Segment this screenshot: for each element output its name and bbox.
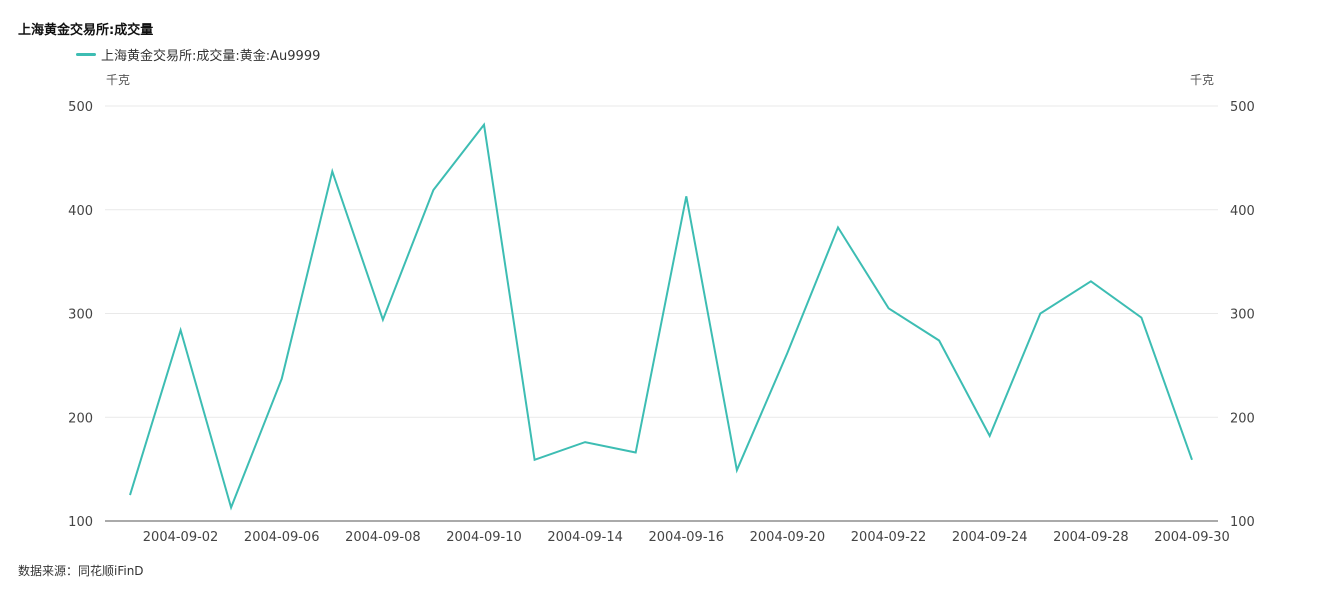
y-tick-label-left: 500 xyxy=(68,100,93,115)
chart-title: 上海黄金交易所:成交量 xyxy=(18,23,154,38)
x-tick-label: 2004-09-22 xyxy=(851,530,927,545)
x-tick-label: 2004-09-30 xyxy=(1154,530,1230,545)
x-tick-label: 2004-09-14 xyxy=(547,530,623,545)
legend-label: 上海黄金交易所:成交量:黄金:Au9999 xyxy=(101,49,321,64)
data-point xyxy=(683,193,689,199)
y-tick-label-left: 100 xyxy=(68,515,93,530)
data-point xyxy=(987,433,993,439)
data-point xyxy=(430,187,436,193)
y-axis-unit-right: 千克 xyxy=(1190,73,1215,87)
x-tick-label: 2004-09-02 xyxy=(143,530,219,545)
x-tick-label: 2004-09-08 xyxy=(345,530,421,545)
data-point xyxy=(228,505,234,511)
data-point xyxy=(1088,278,1094,284)
data-point xyxy=(481,122,487,128)
y-axis-unit-left: 千克 xyxy=(106,73,131,87)
x-tick-label: 2004-09-20 xyxy=(750,530,826,545)
y-tick-label-left: 300 xyxy=(68,308,93,323)
x-tick-label: 2004-09-28 xyxy=(1053,530,1129,545)
data-point xyxy=(1189,457,1195,463)
data-point xyxy=(835,224,841,230)
legend-swatch xyxy=(76,53,96,56)
data-point xyxy=(886,305,892,311)
data-point xyxy=(936,337,942,343)
data-point xyxy=(1037,311,1043,317)
data-point xyxy=(633,450,639,456)
data-point xyxy=(582,439,588,445)
y-tick-label-right: 200 xyxy=(1230,411,1255,426)
data-point xyxy=(178,327,184,333)
data-point xyxy=(1138,315,1144,321)
y-tick-label-left: 400 xyxy=(68,204,93,219)
x-tick-label: 2004-09-24 xyxy=(952,530,1028,545)
y-tick-label-right: 400 xyxy=(1230,204,1255,219)
data-point xyxy=(532,457,538,463)
x-tick-label: 2004-09-16 xyxy=(649,530,725,545)
y-tick-label-right: 300 xyxy=(1230,308,1255,323)
x-tick-label: 2004-09-06 xyxy=(244,530,320,545)
series-line xyxy=(129,122,1193,511)
y-tick-label-right: 500 xyxy=(1230,100,1255,115)
legend[interactable]: 上海黄金交易所:成交量:黄金:Au9999 xyxy=(76,45,320,64)
data-point xyxy=(127,492,133,498)
data-source: 数据来源：同花顺iFinD xyxy=(18,564,144,578)
data-point xyxy=(329,168,335,174)
y-tick-label-left: 200 xyxy=(68,411,93,426)
x-tick-label: 2004-09-10 xyxy=(446,530,522,545)
data-point xyxy=(784,350,790,356)
y-tick-label-right: 100 xyxy=(1230,515,1255,530)
data-point xyxy=(734,467,740,473)
data-point xyxy=(279,376,285,382)
data-point xyxy=(380,317,386,323)
